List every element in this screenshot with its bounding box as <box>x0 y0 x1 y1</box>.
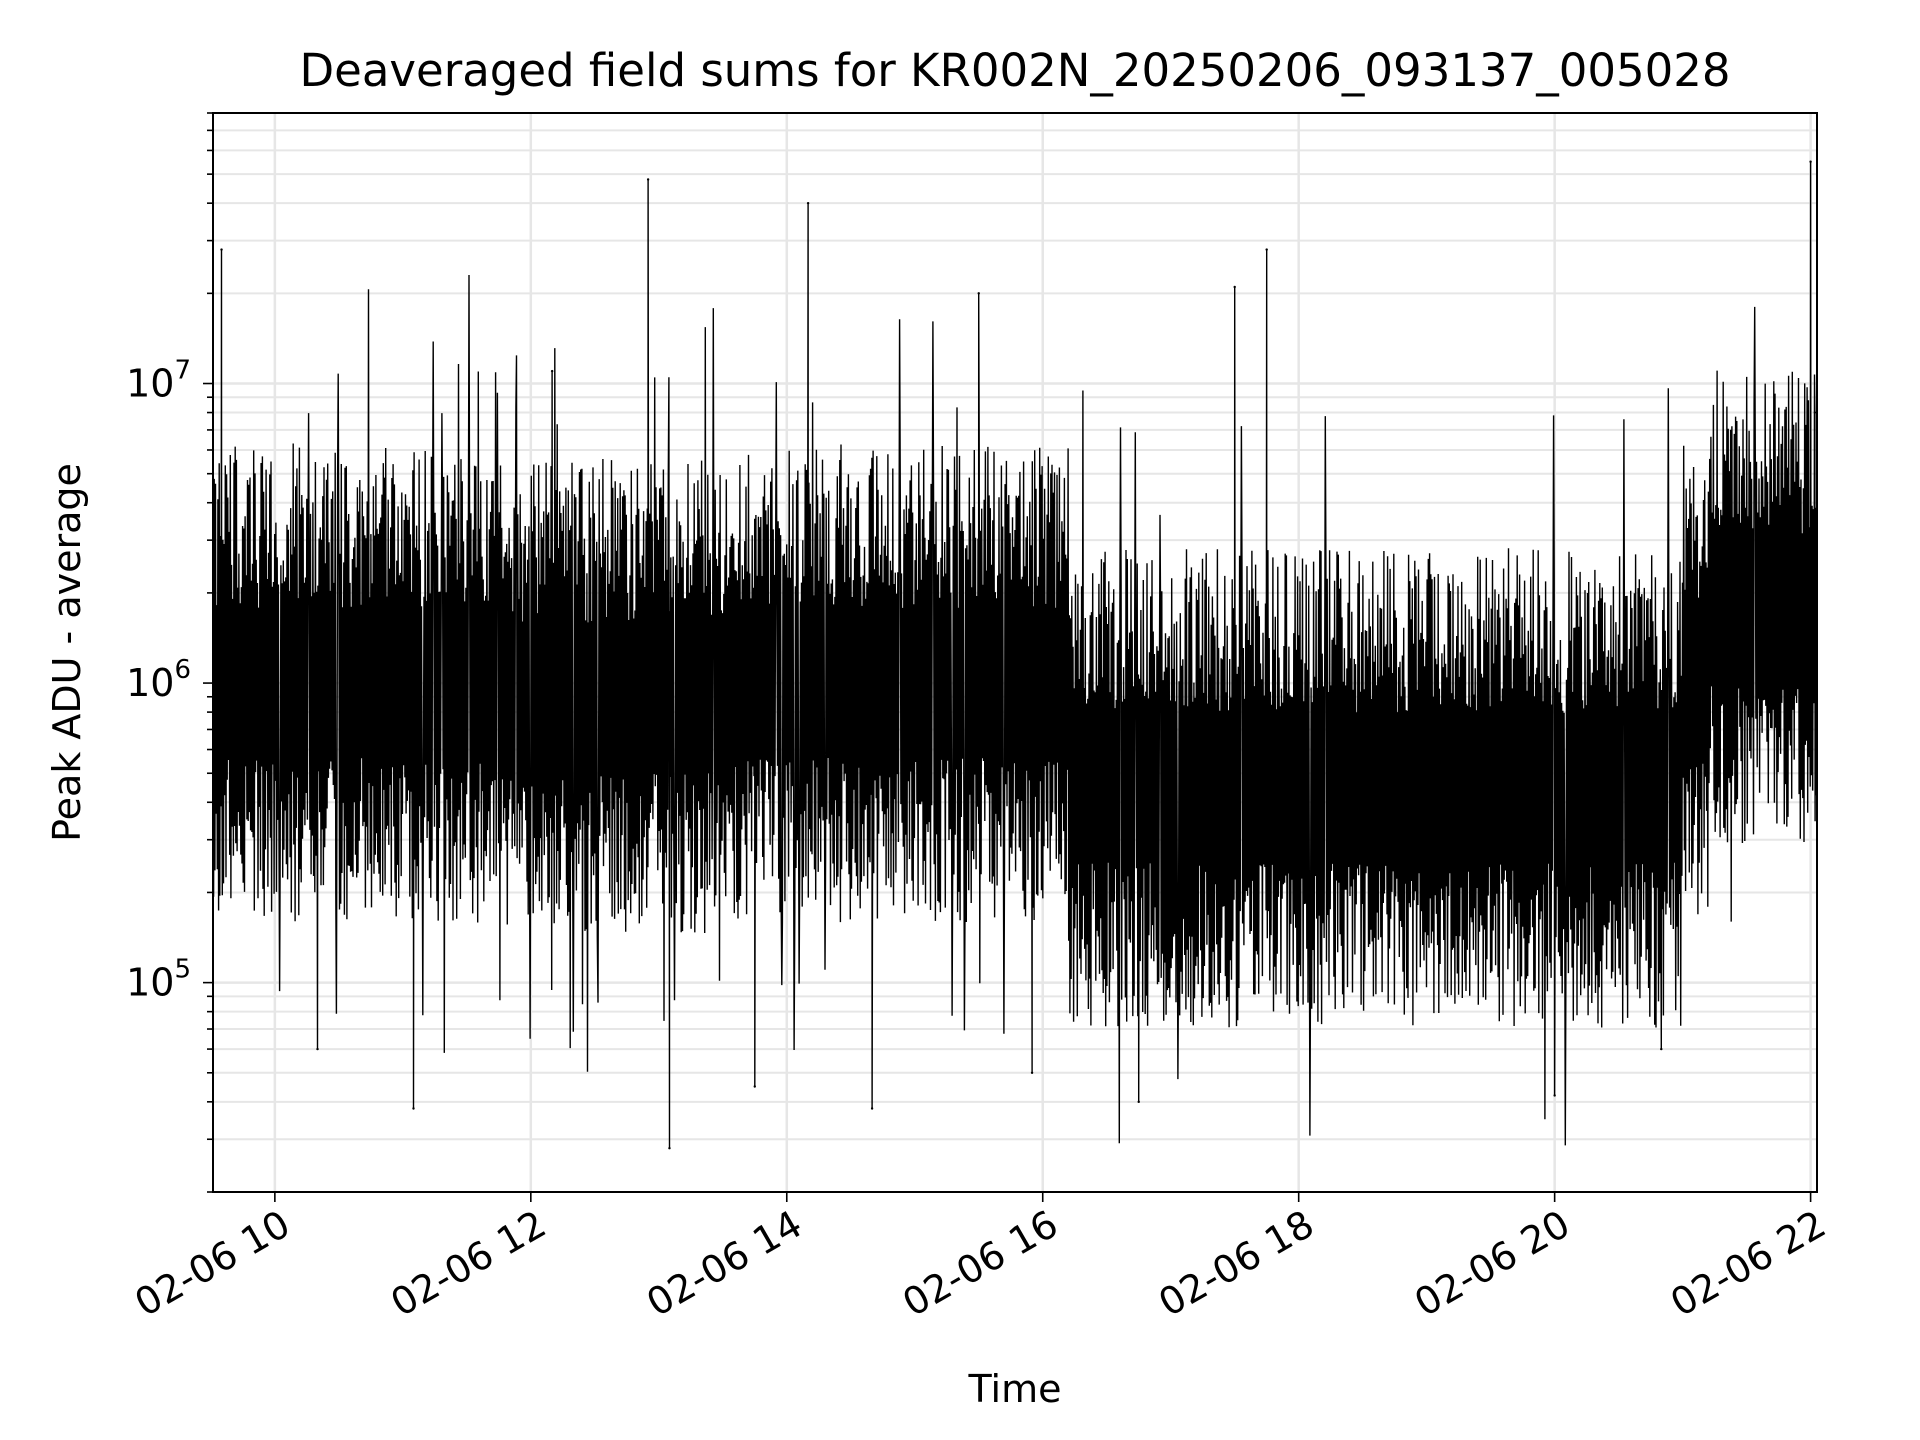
x-tick-label: 02-06 20 <box>1407 1202 1577 1326</box>
data-point <box>273 658 277 661</box>
data-point <box>753 1085 756 1088</box>
x-tick-label: 02-06 14 <box>639 1202 809 1326</box>
x-tick-label: 02-06 16 <box>895 1202 1065 1326</box>
data-point <box>1777 629 1780 632</box>
plot-frame <box>212 112 1818 1193</box>
data-point <box>1724 605 1727 608</box>
x-tick-label: 02-06 18 <box>1151 1202 1321 1326</box>
data-point <box>1813 411 1817 414</box>
chart-title: Deaveraged field sums for KR002N_2025020… <box>300 44 1731 97</box>
data-point <box>1318 838 1322 841</box>
data-point <box>1137 1100 1140 1104</box>
series-line <box>212 161 1818 1149</box>
data-point <box>508 591 511 595</box>
data-point <box>1446 801 1450 804</box>
data-point <box>1617 818 1620 821</box>
data-point <box>412 1107 415 1110</box>
data-point <box>316 1047 319 1051</box>
data-point <box>1809 160 1812 163</box>
data-point <box>1265 248 1268 251</box>
data-point <box>721 658 724 661</box>
data-point <box>806 201 810 205</box>
data-point <box>668 1147 671 1150</box>
data-point <box>1510 838 1514 841</box>
data-point <box>1030 1071 1034 1074</box>
data-point <box>454 681 458 685</box>
data-point <box>1190 772 1194 775</box>
y-tick-label: 106 <box>126 655 191 705</box>
data-point <box>230 728 234 731</box>
data-point <box>977 292 980 295</box>
data-point <box>924 681 927 685</box>
data-point <box>550 369 554 373</box>
data-point <box>220 248 223 251</box>
data-point <box>646 178 650 181</box>
x-axis-label: Time <box>968 1367 1062 1411</box>
x-tick-label: 02-06 22 <box>1663 1202 1833 1326</box>
y-tick-label: 105 <box>126 955 191 1005</box>
x-tick-label: 02-06 10 <box>127 1202 297 1326</box>
data-point <box>1660 1047 1663 1051</box>
data-point <box>1084 710 1087 714</box>
data-point <box>1553 1094 1556 1097</box>
data-point <box>1233 285 1236 289</box>
data-point <box>369 629 373 632</box>
x-tick-label: 02-06 12 <box>383 1202 553 1326</box>
data-point <box>870 1107 874 1110</box>
series-group <box>211 160 1818 1150</box>
y-tick-label: 107 <box>126 356 191 406</box>
y-axis-label: Peak ADU - average <box>45 463 89 842</box>
data-point <box>1382 891 1386 894</box>
data-point <box>614 629 618 632</box>
